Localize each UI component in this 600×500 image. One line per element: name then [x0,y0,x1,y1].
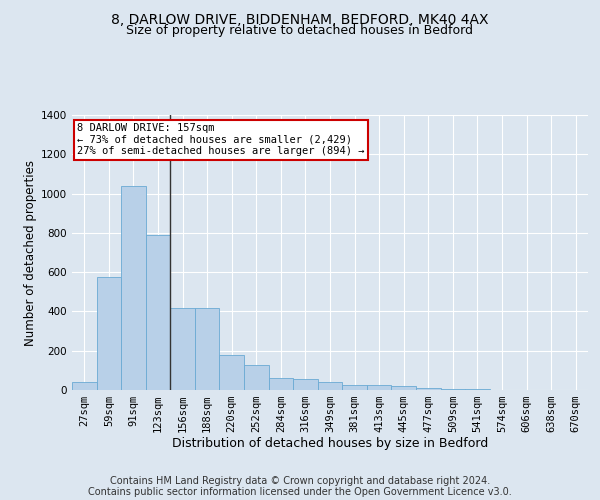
Bar [318,382,342,390]
Bar [342,385,367,390]
Bar [97,277,121,390]
Bar [121,186,146,390]
Bar [146,235,170,390]
Bar [269,378,293,390]
Text: Contains HM Land Registry data © Crown copyright and database right 2024.: Contains HM Land Registry data © Crown c… [110,476,490,486]
Bar [244,366,269,390]
Y-axis label: Number of detached properties: Number of detached properties [24,160,37,346]
Bar [391,386,416,390]
Text: 8, DARLOW DRIVE, BIDDENHAM, BEDFORD, MK40 4AX: 8, DARLOW DRIVE, BIDDENHAM, BEDFORD, MK4… [111,12,489,26]
Text: Size of property relative to detached houses in Bedford: Size of property relative to detached ho… [127,24,473,37]
Bar [72,382,97,390]
Bar [220,354,244,390]
X-axis label: Distribution of detached houses by size in Bedford: Distribution of detached houses by size … [172,436,488,450]
Bar [367,385,391,390]
Text: 8 DARLOW DRIVE: 157sqm
← 73% of detached houses are smaller (2,429)
27% of semi-: 8 DARLOW DRIVE: 157sqm ← 73% of detached… [77,123,365,156]
Bar [440,389,465,390]
Bar [195,308,220,390]
Bar [293,379,318,390]
Bar [170,308,195,390]
Text: Contains public sector information licensed under the Open Government Licence v3: Contains public sector information licen… [88,487,512,497]
Bar [416,388,440,390]
